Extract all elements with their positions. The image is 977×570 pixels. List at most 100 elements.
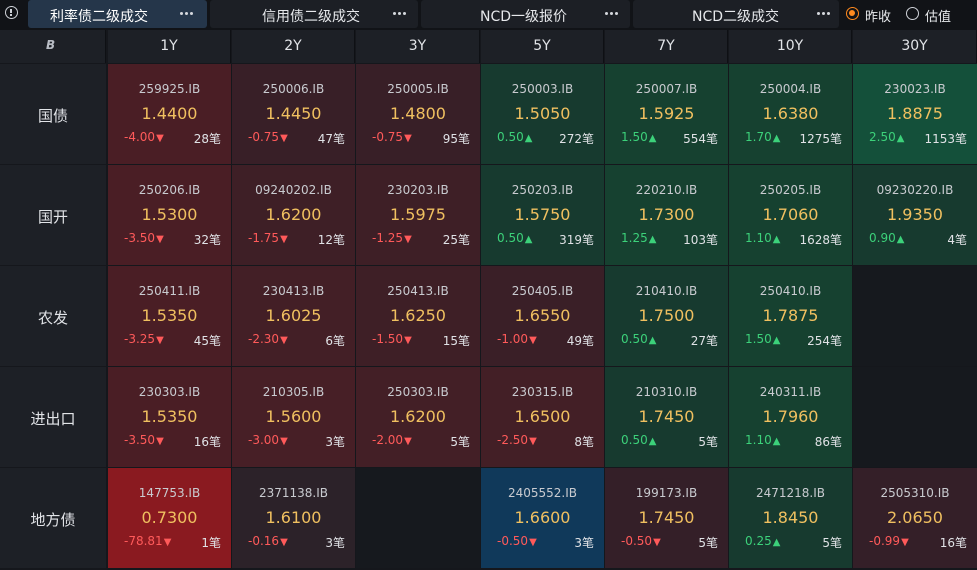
- bp-change: -2.00▼: [372, 433, 412, 447]
- arrow-down-icon: ▼: [163, 537, 172, 548]
- column-header-5y[interactable]: 5Y: [481, 30, 604, 63]
- column-header-1y[interactable]: 1Y: [108, 30, 231, 63]
- bond-cell[interactable]: 250007.IB 1.5925 1.50▲ 554笔: [605, 64, 728, 164]
- arrow-up-icon: ▲: [648, 133, 657, 144]
- more-icon[interactable]: [817, 12, 830, 15]
- bp-change: 0.50▲: [621, 332, 656, 346]
- arrow-down-icon: ▼: [529, 335, 537, 346]
- bond-cell[interactable]: 210305.IB 1.5600 -3.00▼ 3笔: [232, 367, 355, 467]
- column-header-2y[interactable]: 2Y: [232, 30, 355, 63]
- arrow-down-icon: ▼: [280, 537, 288, 548]
- bond-yield: 1.4450: [265, 104, 322, 123]
- tab-label: NCD二级成交: [692, 9, 780, 25]
- bond-yield: 1.5050: [514, 104, 571, 123]
- empty-cell: [853, 266, 977, 366]
- bond-cell[interactable]: 2371138.IB 1.6100 -0.16▼ 3笔: [232, 468, 355, 568]
- arrow-down-icon: ▼: [653, 537, 661, 548]
- column-header-label: 10Y: [776, 38, 804, 54]
- arrow-down-icon: ▼: [156, 234, 164, 245]
- bp-change-value: -1.50: [372, 332, 404, 346]
- radio-valuation[interactable]: 估值: [906, 6, 961, 25]
- bond-cell[interactable]: 230203.IB 1.5975 -1.25▼ 25笔: [356, 165, 480, 265]
- bond-cell[interactable]: 250203.IB 1.5750 0.50▲ 319笔: [481, 165, 604, 265]
- column-header-3y[interactable]: 3Y: [356, 30, 480, 63]
- column-header-7y[interactable]: 7Y: [605, 30, 728, 63]
- bp-change-value: 1.10: [745, 231, 772, 245]
- bond-cell[interactable]: 250004.IB 1.6380 1.70▲ 1275笔: [729, 64, 852, 164]
- bond-cell[interactable]: 210310.IB 1.7450 0.50▲ 5笔: [605, 367, 728, 467]
- bond-cell[interactable]: 09240202.IB 1.6200 -1.75▼ 12笔: [232, 165, 355, 265]
- bond-yield: 1.7450: [638, 508, 695, 527]
- bond-cell[interactable]: 250206.IB 1.5300 -3.50▼ 32笔: [108, 165, 231, 265]
- trade-count: 1153笔: [924, 132, 967, 146]
- bond-cell[interactable]: 210410.IB 1.7500 0.50▲ 27笔: [605, 266, 728, 366]
- bp-change: -1.25▼: [372, 231, 412, 245]
- tab-rate-bond-trades[interactable]: 利率债二级成交: [28, 0, 207, 28]
- row-header[interactable]: 国开: [0, 165, 106, 265]
- bond-yield: 1.5350: [141, 407, 198, 426]
- bond-cell[interactable]: 2405552.IB 1.6600 -0.50▼ 3笔: [481, 468, 604, 568]
- bond-yield: 1.6100: [265, 508, 322, 527]
- bond-cell[interactable]: 250205.IB 1.7060 1.10▲ 1628笔: [729, 165, 852, 265]
- row-header[interactable]: 国债: [0, 64, 106, 164]
- trade-count: 86笔: [814, 435, 842, 449]
- tab-credit-bond-trades[interactable]: 信用债二级成交: [210, 0, 418, 28]
- bond-cell[interactable]: 250005.IB 1.4800 -0.75▼ 95笔: [356, 64, 480, 164]
- row-header[interactable]: 地方债: [0, 468, 106, 568]
- more-icon[interactable]: [393, 12, 406, 15]
- more-icon[interactable]: [605, 12, 618, 15]
- bond-yield: 1.6200: [265, 205, 322, 224]
- column-header-10y[interactable]: 10Y: [729, 30, 852, 63]
- bond-code: 230203.IB: [387, 183, 449, 197]
- row-header-label: 国开: [37, 208, 68, 226]
- column-header-label: 5Y: [533, 38, 551, 54]
- bond-yield: 1.8875: [887, 104, 943, 123]
- tab-ncd-secondary-trades[interactable]: NCD二级成交: [633, 0, 839, 28]
- bond-code: 250005.IB: [387, 82, 449, 96]
- bond-cell[interactable]: 230413.IB 1.6025 -2.30▼ 6笔: [232, 266, 355, 366]
- bond-cell[interactable]: 259925.IB 1.4400 -4.00▼ 28笔: [108, 64, 231, 164]
- bond-cell[interactable]: 250303.IB 1.6200 -2.00▼ 5笔: [356, 367, 480, 467]
- bond-cell[interactable]: 09230220.IB 1.9350 0.90▲ 4笔: [853, 165, 977, 265]
- bond-cell[interactable]: 250410.IB 1.7875 1.50▲ 254笔: [729, 266, 852, 366]
- bond-code: 250206.IB: [138, 183, 201, 197]
- bond-yield: 1.5600: [265, 407, 322, 426]
- bond-cell[interactable]: 250006.IB 1.4450 -0.75▼ 47笔: [232, 64, 355, 164]
- bond-cell[interactable]: 230303.IB 1.5350 -3.50▼ 16笔: [108, 367, 231, 467]
- bond-yield: 1.7500: [638, 306, 695, 325]
- bond-cell[interactable]: 220210.IB 1.7300 1.25▲ 103笔: [605, 165, 728, 265]
- bond-cell[interactable]: 147753.IB 0.7300 -78.81▼ 1笔: [108, 468, 231, 568]
- arrow-up-icon: ▲: [648, 335, 657, 346]
- bp-change-value: -78.81: [124, 534, 163, 548]
- bond-cell[interactable]: 2471218.IB 1.8450 0.25▲ 5笔: [729, 468, 852, 568]
- bond-cell[interactable]: 240311.IB 1.7960 1.10▲ 86笔: [729, 367, 852, 467]
- bond-code: 250303.IB: [387, 385, 449, 399]
- column-header-30y[interactable]: 30Y: [853, 30, 977, 63]
- row-header[interactable]: 农发: [0, 266, 106, 366]
- bond-cell[interactable]: 250405.IB 1.6550 -1.00▼ 49笔: [481, 266, 604, 366]
- bp-change-value: -0.50: [621, 534, 653, 548]
- more-icon[interactable]: [180, 12, 193, 15]
- bp-change-value: 0.50: [497, 130, 524, 144]
- bp-change-value: -1.75: [248, 231, 280, 245]
- bond-cell[interactable]: 2505310.IB 2.0650 -0.99▼ 16笔: [853, 468, 977, 568]
- row-header[interactable]: 进出口: [0, 367, 106, 467]
- trade-count: 319笔: [559, 233, 594, 247]
- bp-change: -0.50▼: [497, 534, 537, 548]
- bond-cell[interactable]: 230023.IB 1.8875 2.50▲ 1153笔: [853, 64, 977, 164]
- tab-ncd-primary-quotes[interactable]: NCD一级报价: [421, 0, 630, 28]
- bond-cell[interactable]: 250413.IB 1.6250 -1.50▼ 15笔: [356, 266, 480, 366]
- bond-yield: 1.6025: [265, 306, 322, 325]
- bond-cell[interactable]: 230315.IB 1.6500 -2.50▼ 8笔: [481, 367, 604, 467]
- radio-prev-close[interactable]: 昨收: [846, 6, 901, 25]
- bp-change-value: -3.50: [124, 231, 156, 245]
- bond-yield: 1.4400: [141, 104, 198, 123]
- bond-yield: 1.6250: [390, 306, 446, 325]
- bp-change-value: -2.00: [372, 433, 404, 447]
- bond-cell[interactable]: 199173.IB 1.7450 -0.50▼ 5笔: [605, 468, 728, 568]
- bond-cell[interactable]: 250003.IB 1.5050 0.50▲ 272笔: [481, 64, 604, 164]
- bond-cell[interactable]: 250411.IB 1.5350 -3.25▼ 45笔: [108, 266, 231, 366]
- info-icon[interactable]: [5, 6, 18, 19]
- trade-count: 16笔: [939, 536, 967, 550]
- bp-change: 0.25▲: [745, 534, 780, 548]
